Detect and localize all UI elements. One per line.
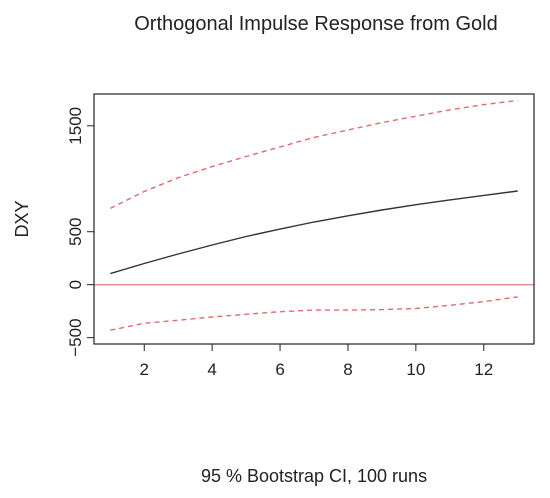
- y-tick-label: 0: [66, 280, 85, 289]
- x-tick-label: 8: [343, 360, 352, 379]
- response-line: [110, 190, 518, 275]
- y-tick-label: 1500: [66, 107, 85, 145]
- x-axis: 2 4 6 8 10 12: [140, 343, 493, 379]
- y-tick-label: −500: [66, 318, 85, 356]
- y-tick-label: 500: [66, 218, 85, 246]
- plot-frame: [93, 93, 535, 345]
- chart-title: Orthogonal Impulse Response from Gold: [134, 13, 498, 35]
- x-axis-label: 95 % Bootstrap CI, 100 runs: [201, 466, 427, 486]
- y-axis-label: DXY: [12, 200, 32, 237]
- x-tick-label: 10: [406, 360, 425, 379]
- plot-marks: [94, 99, 534, 331]
- y-axis: −500 0 500 1500: [66, 107, 95, 357]
- x-tick-label: 6: [275, 360, 284, 379]
- x-tick-label: 12: [474, 360, 493, 379]
- upper-ci-line: [109, 99, 518, 210]
- lower-ci-line: [110, 296, 518, 331]
- x-tick-label: 4: [207, 360, 216, 379]
- x-tick-label: 2: [140, 360, 149, 379]
